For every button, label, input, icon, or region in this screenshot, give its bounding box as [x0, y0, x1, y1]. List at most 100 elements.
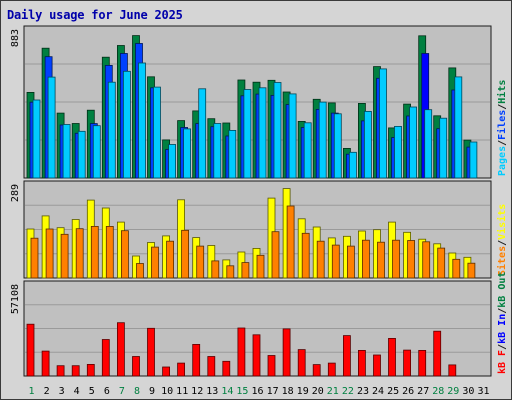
x-tick-label-8: 8: [134, 386, 140, 397]
legend-visits-sites: Sites/Visits: [496, 204, 508, 276]
bar-pages-day-7: [123, 70, 131, 179]
x-tick-label-5: 5: [89, 386, 95, 397]
bar-pages-day-3: [62, 124, 71, 179]
bar-kb-f-day-26: [403, 349, 412, 377]
bar-sites-day-16: [256, 254, 265, 279]
chart-title: Daily usage for June 2025: [7, 8, 183, 22]
max-label-visits-sites: 289: [10, 184, 21, 202]
bar-pages-day-24: [379, 68, 387, 179]
bar-sites-day-24: [377, 241, 385, 279]
x-tick-label-2: 2: [44, 386, 50, 397]
bar-pages-day-22: [348, 151, 357, 179]
x-tick-label-24: 24: [372, 386, 384, 397]
legend-entry-hits-files-pages-3: /: [497, 104, 508, 110]
bar-pages-day-28: [439, 117, 448, 179]
bar-sites-day-8: [136, 263, 144, 279]
bar-kb-f-day-9: [147, 327, 155, 377]
bar-kb-f-day-17: [267, 355, 276, 377]
bar-kb-f-day-12: [192, 343, 201, 377]
bar-sites-day-18: [286, 205, 295, 279]
x-tick-label-11: 11: [176, 386, 188, 397]
bar-pages-day-10: [168, 144, 177, 179]
x-tick-label-23: 23: [357, 386, 369, 397]
bar-pages-day-2: [47, 76, 56, 179]
bar-sites-day-14: [226, 265, 235, 279]
legend-entry-kbytes-4: kB Out: [497, 272, 508, 308]
x-tick-label-17: 17: [267, 386, 279, 397]
x-tick-label-16: 16: [251, 386, 263, 397]
x-tick-label-12: 12: [191, 386, 203, 397]
bar-sites-day-30: [467, 262, 476, 279]
bar-pages-day-21: [333, 113, 342, 179]
legend-entry-visits-sites-0: Sites: [496, 246, 508, 276]
max-label-kbytes: 57108: [10, 284, 21, 314]
bar-kb-f-day-18: [282, 328, 291, 377]
x-tick-label-27: 27: [417, 386, 429, 397]
bar-kb-f-day-21: [327, 362, 336, 377]
bar-sites-day-1: [30, 237, 39, 279]
bar-sites-day-19: [301, 232, 310, 279]
bar-pages-day-12: [198, 88, 207, 179]
bar-pages-day-14: [228, 129, 237, 179]
x-tick-label-1: 1: [28, 386, 34, 397]
x-tick-label-22: 22: [342, 386, 354, 397]
x-tick-label-9: 9: [149, 386, 155, 397]
x-tick-label-7: 7: [119, 386, 125, 397]
x-tick-label-31: 31: [477, 386, 489, 397]
bar-sites-day-5: [90, 225, 99, 279]
bar-pages-day-25: [394, 126, 402, 179]
bar-sites-day-12: [196, 245, 205, 279]
bar-kb-f-day-6: [101, 339, 110, 377]
max-label-hits-files-pages: 883: [10, 29, 21, 47]
bar-kb-f-day-25: [388, 337, 396, 377]
x-tick-label-26: 26: [402, 386, 414, 397]
bar-pages-day-13: [213, 123, 222, 179]
bar-kb-f-day-20: [312, 364, 321, 377]
bar-sites-day-15: [241, 262, 250, 279]
bar-sites-day-21: [331, 244, 340, 279]
x-tick-label-19: 19: [297, 386, 309, 397]
bar-kb-f-day-16: [252, 334, 261, 377]
bar-sites-day-22: [346, 245, 355, 279]
bar-kb-f-day-19: [297, 349, 306, 377]
legend-hits-files-pages: Pages/Files/Hits: [496, 80, 508, 176]
legend-kbytes: kB F/kB In/kB Out: [497, 272, 508, 374]
x-tick-label-28: 28: [432, 386, 444, 397]
x-tick-label-10: 10: [161, 386, 173, 397]
bar-sites-day-28: [437, 247, 446, 279]
bar-pages-day-27: [424, 109, 433, 179]
x-tick-label-15: 15: [236, 386, 248, 397]
legend-entry-visits-sites-1: /: [497, 240, 508, 246]
bar-sites-day-27: [422, 241, 431, 279]
bar-sites-day-4: [75, 228, 84, 279]
bar-pages-day-4: [77, 130, 86, 179]
bar-sites-day-13: [211, 260, 220, 279]
bar-kb-f-day-14: [222, 360, 231, 377]
bar-sites-day-11: [181, 229, 190, 279]
bar-sites-day-7: [121, 230, 129, 279]
bar-sites-day-6: [105, 225, 114, 279]
bar-pages-day-5: [92, 125, 101, 179]
legend-entry-kbytes-1: /: [497, 344, 508, 350]
bar-kb-f-day-27: [418, 349, 427, 377]
x-tick-label-29: 29: [447, 386, 459, 397]
bar-kb-f-day-4: [71, 365, 80, 377]
bar-sites-day-25: [392, 239, 400, 279]
bar-kb-f-day-1: [26, 323, 35, 377]
bar-sites-day-29: [452, 258, 461, 279]
bar-pages-day-23: [363, 111, 372, 179]
bar-sites-day-2: [45, 228, 54, 279]
legend-entry-kbytes-0: kB F: [497, 350, 508, 374]
bar-kb-f-day-10: [162, 366, 171, 377]
bar-sites-day-9: [151, 246, 159, 279]
bar-kb-f-day-24: [373, 354, 381, 377]
bar-sites-day-10: [166, 240, 175, 279]
bar-kb-f-day-8: [132, 356, 140, 377]
bar-sites-day-3: [60, 233, 69, 279]
bar-pages-day-8: [138, 62, 146, 179]
bar-pages-day-19: [303, 122, 312, 179]
bar-pages-day-20: [318, 101, 327, 179]
bar-pages-day-17: [273, 82, 282, 179]
